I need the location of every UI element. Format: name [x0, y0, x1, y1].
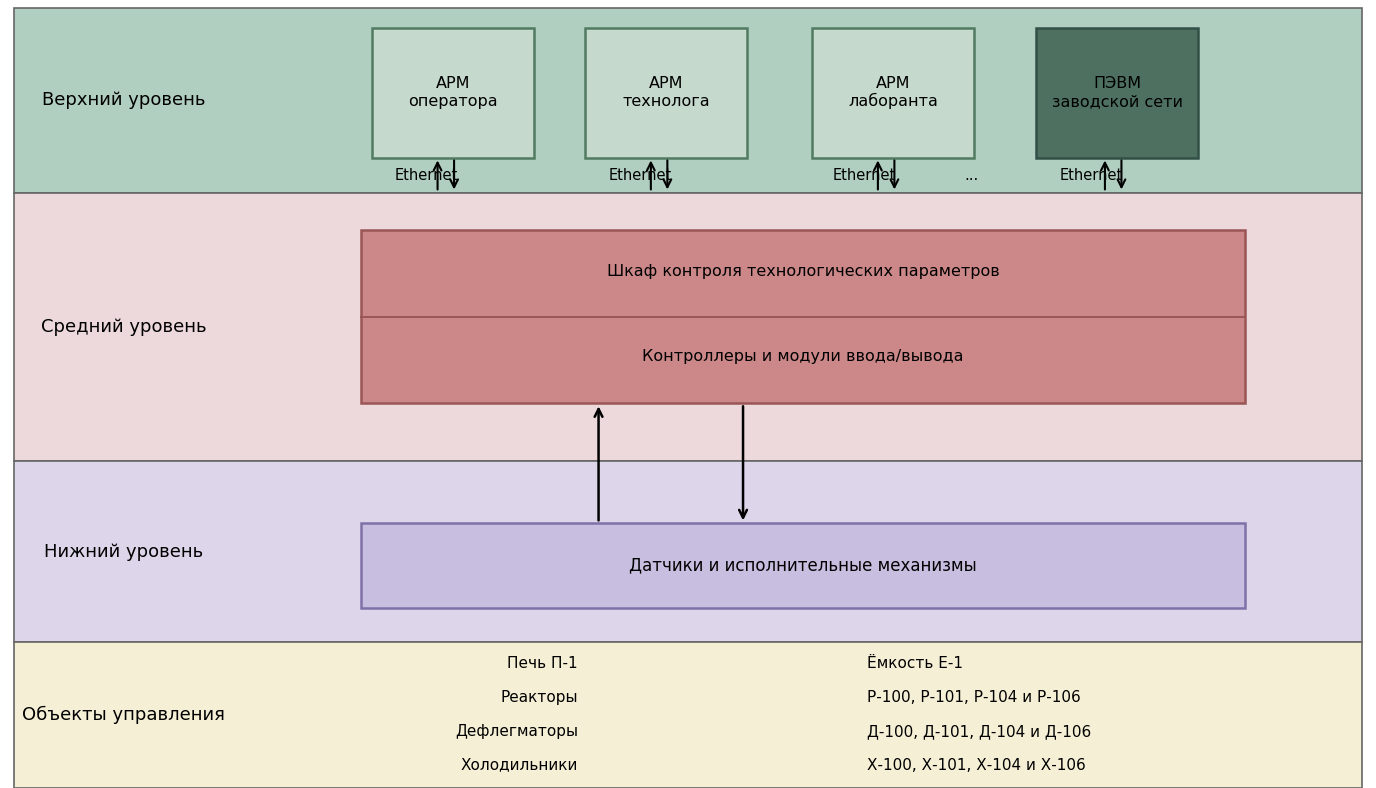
Bar [585, 28, 747, 158]
Text: Д-100, Д-101, Д-104 и Д-106: Д-100, Д-101, Д-104 и Д-106 [867, 723, 1091, 739]
Text: Ethernet: Ethernet [832, 168, 896, 184]
Bar [14, 642, 1362, 788]
Text: Ethernet: Ethernet [608, 168, 671, 184]
Text: ...: ... [965, 168, 978, 184]
Text: Верхний уровень: Верхний уровень [43, 91, 205, 110]
Bar [1036, 28, 1198, 158]
Text: Ethernet: Ethernet [395, 168, 458, 184]
Bar [372, 28, 534, 158]
Text: Ёмкость Е-1: Ёмкость Е-1 [867, 656, 963, 671]
Text: ПЭВМ
заводской сети: ПЭВМ заводской сети [1051, 76, 1183, 109]
Text: Р-100, Р-101, Р-104 и Р-106: Р-100, Р-101, Р-104 и Р-106 [867, 690, 1080, 705]
Bar [361, 230, 1245, 403]
Text: Контроллеры и модули ввода/вывода: Контроллеры и модули ввода/вывода [643, 349, 963, 364]
Text: Датчики и исполнительные механизмы: Датчики и исполнительные механизмы [629, 557, 977, 574]
Text: Х-100, Х-101, Х-104 и Х-106: Х-100, Х-101, Х-104 и Х-106 [867, 757, 1086, 773]
Text: Реакторы: Реакторы [501, 690, 578, 705]
Text: Холодильники: Холодильники [461, 757, 578, 773]
Text: Нижний уровень: Нижний уровень [44, 543, 204, 560]
Bar [361, 523, 1245, 608]
Bar [14, 8, 1362, 193]
Text: Дефлегматоры: Дефлегматоры [455, 723, 578, 739]
Text: АРМ
оператора: АРМ оператора [407, 76, 498, 109]
Text: Ethernet: Ethernet [1060, 168, 1123, 184]
Text: Средний уровень: Средний уровень [41, 318, 206, 336]
Bar [14, 193, 1362, 461]
Bar [812, 28, 974, 158]
Text: Объекты управления: Объекты управления [22, 706, 226, 724]
Text: Шкаф контроля технологических параметров: Шкаф контроля технологических параметров [607, 264, 999, 279]
Text: АРМ
технолога: АРМ технолога [622, 76, 710, 109]
Text: Печь П-1: Печь П-1 [508, 656, 578, 671]
Text: АРМ
лаборанта: АРМ лаборанта [848, 76, 938, 110]
Bar [14, 461, 1362, 642]
